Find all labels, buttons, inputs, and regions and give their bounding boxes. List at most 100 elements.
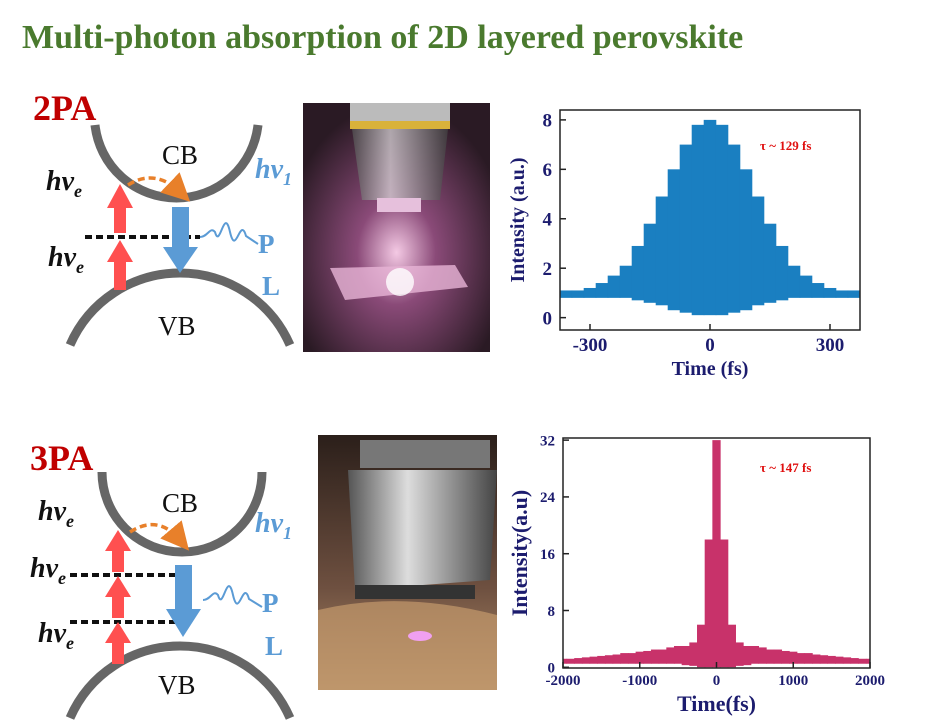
trace-slice — [604, 655, 614, 664]
y-tick-label: 0 — [543, 308, 553, 329]
trace-slice — [627, 653, 637, 664]
x-tick-label: 0 — [713, 673, 721, 689]
y-tick-label: 16 — [540, 547, 556, 563]
pl-label: P — [262, 588, 279, 618]
trace-slice — [655, 196, 669, 306]
trace-slice — [650, 649, 660, 664]
trace-slice — [812, 654, 821, 664]
cb-label: CB — [162, 140, 198, 170]
trace-slice — [689, 642, 698, 666]
trace-slice — [750, 645, 760, 664]
x-tick-label: 300 — [816, 335, 845, 356]
cb-label: CB — [162, 488, 198, 518]
relaxation-arrow — [127, 172, 191, 202]
trace — [563, 440, 870, 668]
trace-slice — [835, 656, 844, 664]
trace-slice — [804, 653, 813, 664]
y-tick-label: 2 — [543, 259, 553, 280]
trace-slice — [763, 223, 777, 303]
trace-slice — [847, 290, 860, 298]
emission-arrow — [166, 565, 201, 637]
trace-slice — [563, 658, 568, 664]
y-axis-label: Intensity(a.u) — [507, 490, 532, 617]
trace-slice — [581, 657, 591, 664]
trace-slice — [773, 649, 783, 664]
trace-slice — [842, 657, 852, 664]
trace-slice — [643, 223, 657, 303]
trace-slice — [789, 651, 798, 664]
x-axis-label: Time (fs) — [672, 358, 749, 380]
y-tick-label: 8 — [543, 111, 553, 132]
excitation-arrows — [105, 530, 131, 664]
trace-slice — [781, 650, 790, 664]
panel-label: 2PA — [33, 88, 96, 128]
trace-slice — [735, 642, 744, 666]
trace-slice — [597, 655, 606, 664]
photo-setup-1 — [303, 103, 490, 352]
trace-slice — [865, 658, 870, 664]
trace-slice — [727, 144, 741, 313]
trace-slice — [858, 658, 867, 664]
trace-slice — [703, 119, 717, 316]
trace-slice — [743, 645, 752, 666]
vb-band — [65, 641, 295, 720]
trace-slice — [658, 649, 667, 664]
y-axis-label: Intensity (a.u.) — [507, 157, 529, 282]
trace-slice — [607, 275, 621, 298]
photon-label: hve — [48, 242, 84, 277]
emission-label: hv1 — [255, 508, 292, 543]
trace-slice — [766, 649, 775, 664]
trace-slice — [673, 645, 683, 664]
vb-label: VB — [158, 670, 196, 700]
x-axis-label: Time(fs) — [677, 691, 756, 716]
trace-slice — [635, 651, 644, 664]
trace-slice — [667, 169, 681, 311]
trace-slice — [691, 124, 705, 316]
trace-slice — [799, 275, 813, 298]
x-tick-label: 1000 — [778, 673, 808, 689]
trace-slice — [560, 290, 573, 298]
trace-slice — [715, 124, 729, 316]
vb-label: VB — [158, 311, 196, 341]
trace-slice — [679, 144, 693, 313]
x-tick-label: 2000 — [855, 673, 885, 689]
trace-slice — [850, 658, 859, 664]
trace-slice — [787, 265, 801, 298]
x-tick-label: 0 — [705, 335, 715, 356]
excitation-arrows — [107, 184, 133, 290]
pl-label: P — [258, 229, 275, 259]
trace-slice — [727, 624, 736, 668]
trace-slice — [819, 655, 829, 664]
trace-slice — [758, 647, 767, 664]
emission-label: hv1 — [255, 154, 292, 189]
y-tick-label: 24 — [540, 490, 556, 506]
trace-slice — [823, 287, 837, 298]
pl-wave — [199, 222, 259, 245]
trace-slice — [619, 265, 633, 298]
x-tick-label: -300 — [573, 335, 608, 356]
annotation: τ ~ 147 fs — [760, 460, 811, 475]
pl-label: L — [265, 631, 283, 661]
photon-label: hve — [30, 553, 66, 588]
pl-wave — [202, 585, 263, 608]
x-tick-label: -1000 — [622, 673, 657, 689]
cb-band — [97, 471, 267, 557]
emission-arrow — [163, 207, 198, 273]
trace-slice — [720, 539, 729, 668]
slide-title: Multi-photon absorption of 2D layered pe… — [22, 19, 743, 56]
trace-slice — [739, 169, 753, 311]
trace-slice — [643, 650, 652, 664]
photon-label: hve — [46, 166, 82, 201]
trace-slice — [612, 654, 621, 664]
photo-setup-2 — [318, 435, 497, 690]
trace-slice — [827, 655, 836, 664]
y-tick-label: 0 — [548, 661, 556, 677]
annotation: τ ~ 129 fs — [760, 138, 811, 153]
trace-slice — [566, 658, 575, 664]
trace-slice — [704, 539, 713, 668]
y-tick-label: 32 — [540, 433, 555, 449]
y-tick-label: 4 — [543, 209, 553, 230]
trace-slice — [574, 658, 583, 664]
y-tick-label: 8 — [548, 604, 556, 620]
panel-label: 3PA — [30, 438, 93, 478]
